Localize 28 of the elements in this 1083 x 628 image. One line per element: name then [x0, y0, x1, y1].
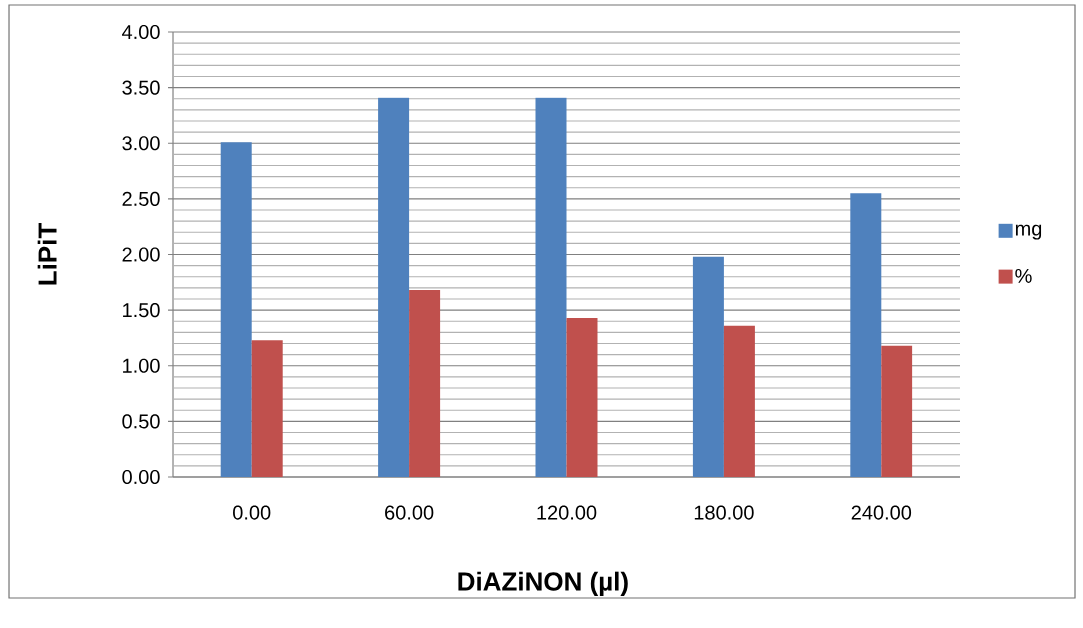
bar: [881, 345, 913, 477]
legend-label: %: [1015, 268, 1032, 283]
bar: [535, 97, 567, 477]
x-axis-title: DiAZiNON (µl): [458, 571, 628, 596]
y-axis-title: LiPiT: [37, 222, 57, 285]
bar: [220, 142, 252, 477]
y-tick-label: 4.00: [122, 24, 160, 40]
bar: [723, 325, 755, 477]
y-tick-label: 1.50: [123, 303, 160, 318]
x-tick-label: 240.00: [851, 505, 912, 520]
y-tick-label: 3.50: [122, 80, 160, 95]
y-tick-label: 3.00: [122, 136, 160, 151]
y-tick-label: 2.50: [122, 191, 160, 206]
bar: [378, 97, 410, 477]
x-tick-label: 120.00: [537, 505, 597, 520]
x-tick-label: 180.00: [694, 505, 754, 520]
legend-label: mg: [1015, 224, 1042, 240]
y-tick-label: 0.50: [122, 414, 160, 429]
bar: [251, 340, 283, 477]
x-tick-label: 0.00: [233, 505, 271, 520]
y-tick-label: 2.00: [122, 247, 160, 262]
bar: [409, 290, 441, 477]
bar: [566, 317, 598, 477]
y-tick-label: 1.00: [123, 358, 160, 373]
y-tick-label: 0.00: [122, 469, 160, 485]
bar: [850, 193, 882, 477]
x-tick-label: 60.00: [385, 505, 434, 520]
bar: [692, 256, 724, 477]
